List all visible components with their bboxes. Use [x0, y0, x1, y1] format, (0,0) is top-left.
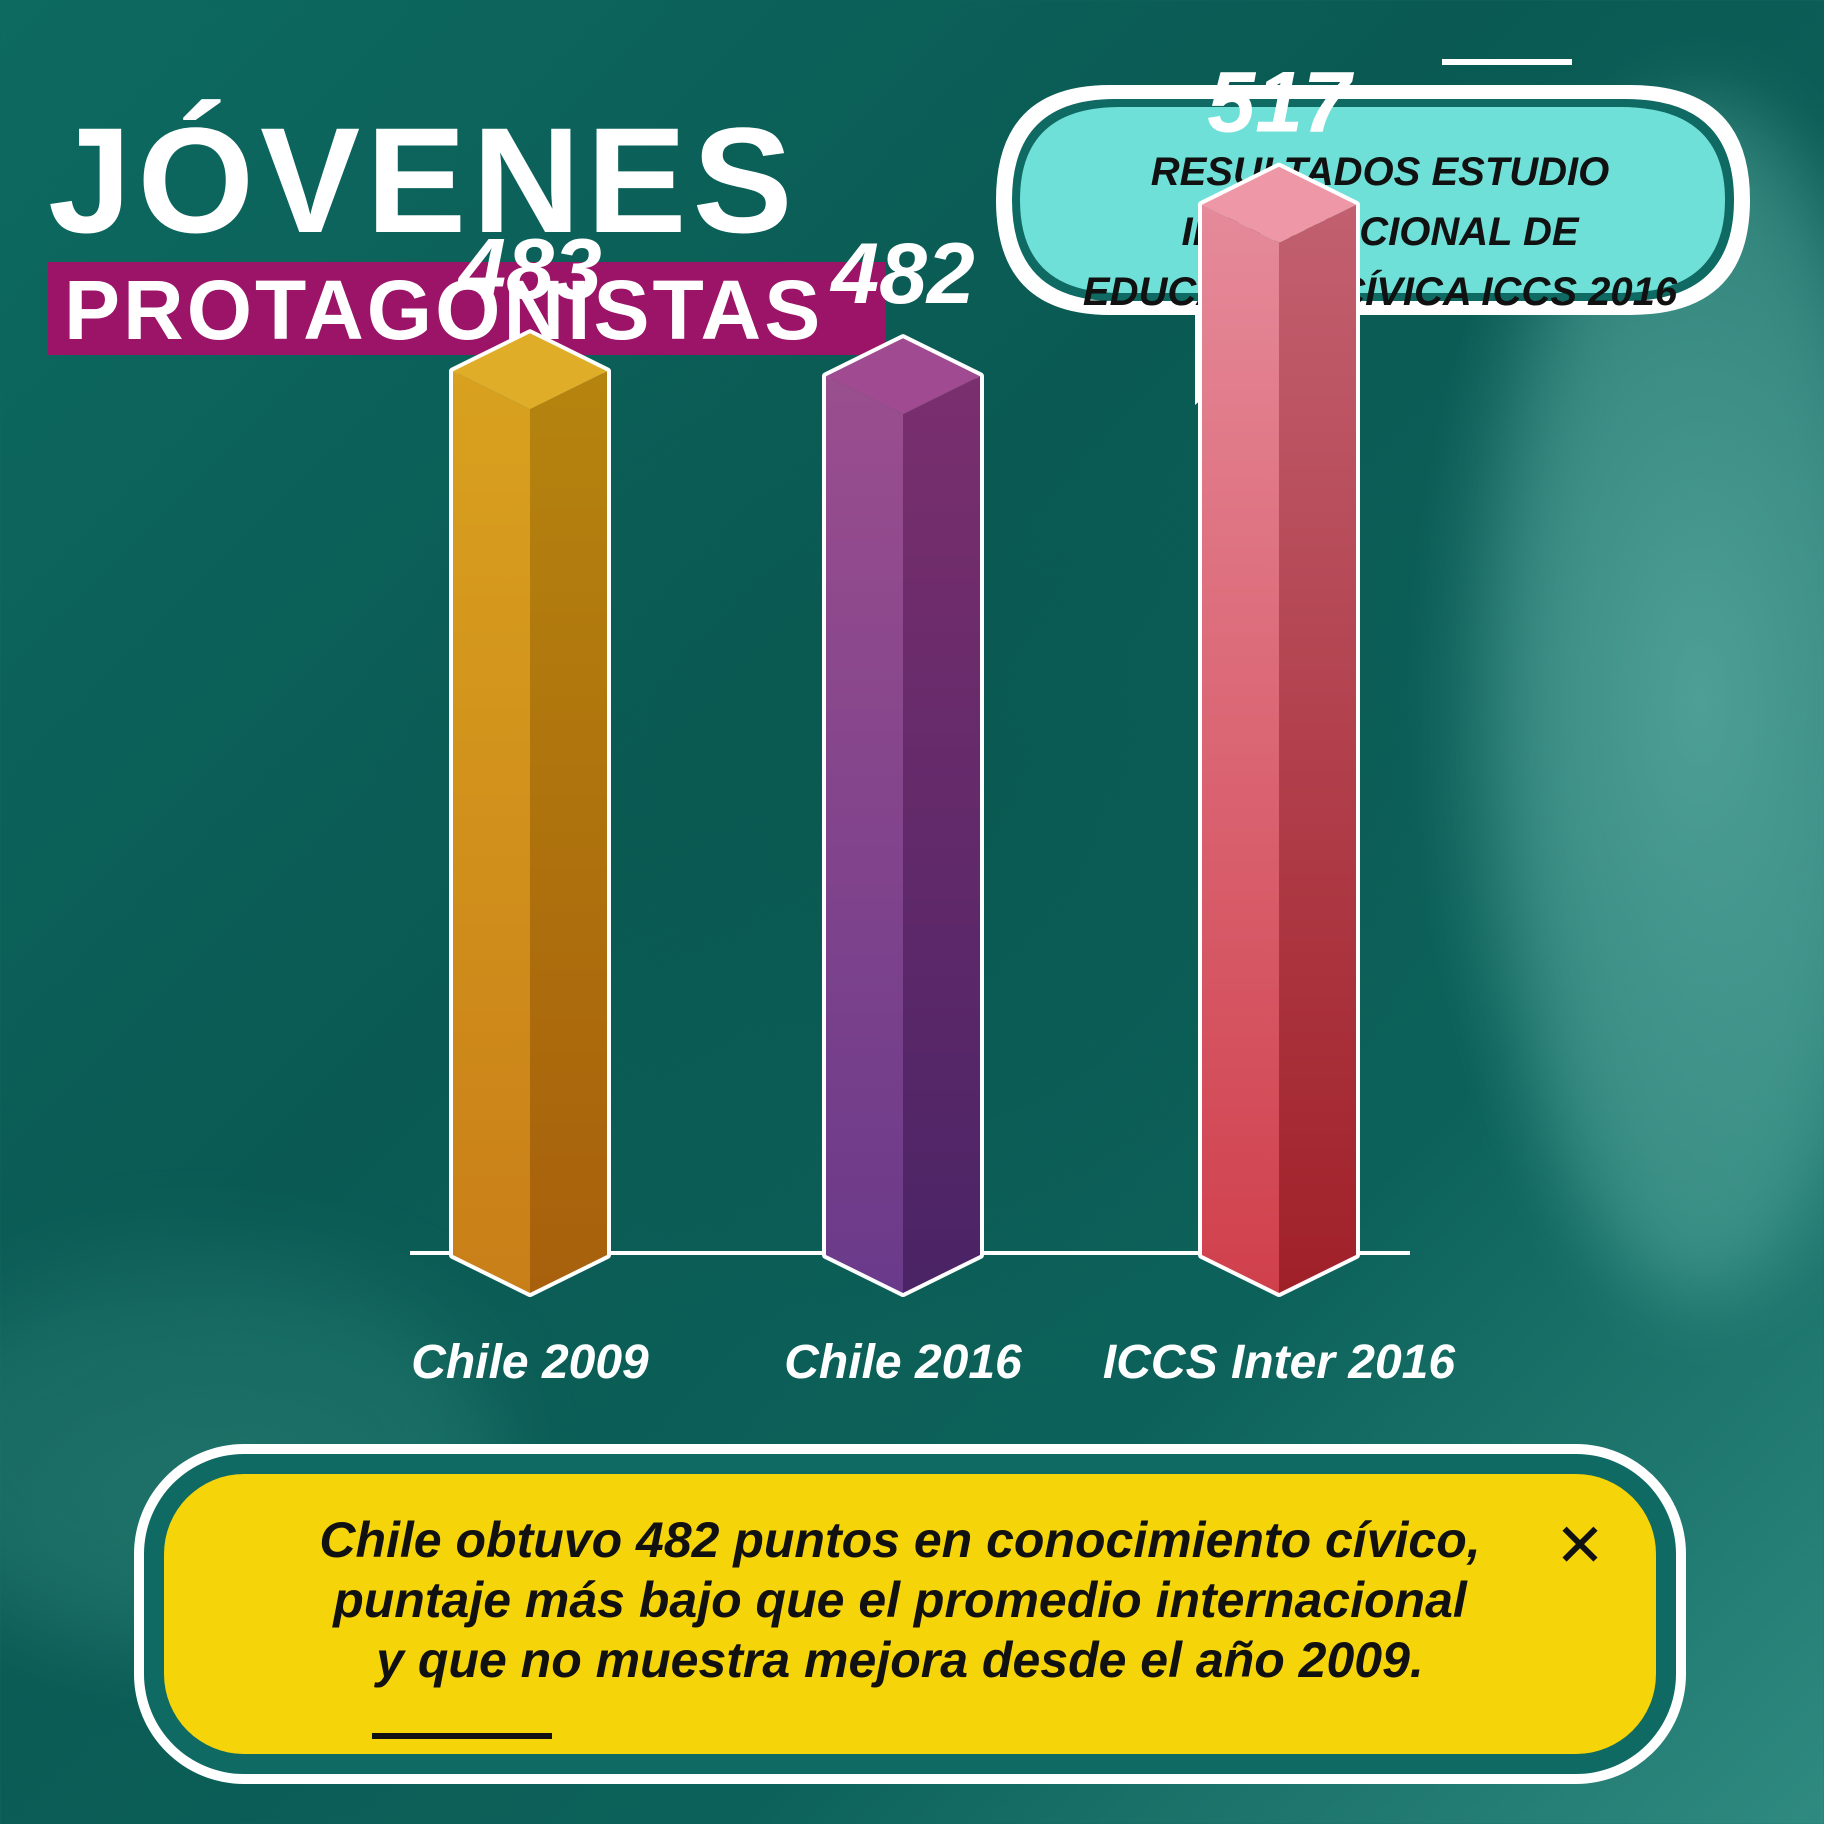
note-line: puntaje más bajo que el promedio interna…	[333, 1572, 1467, 1628]
data-label: 517	[1207, 55, 1355, 151]
bar-top	[453, 333, 607, 410]
bar-chart: 483 Chile 2009 482 Chile 2016 517 ICCS Inter …	[411, 55, 1455, 1389]
bar-top	[1202, 166, 1356, 243]
note-line: Chile obtuvo 482 puntos en conocimiento …	[319, 1512, 1481, 1568]
category-label: Chile 2009	[411, 1336, 649, 1389]
note-box	[134, 1444, 1686, 1784]
page-subtitle: PROTAGONISTAS	[64, 263, 824, 357]
note-underline	[372, 1733, 552, 1739]
category-label: Chile 2016	[784, 1336, 1022, 1389]
note-text: Chile obtuvo 482 puntos en conocimiento …	[250, 1510, 1550, 1690]
bar-side	[1279, 204, 1356, 1294]
bar-side	[530, 371, 607, 1293]
bar	[453, 371, 530, 1293]
bar-side	[903, 376, 980, 1293]
data-label: 482	[829, 226, 975, 322]
subtitle-banner	[48, 262, 886, 355]
bar	[1202, 204, 1279, 1294]
close-icon[interactable]: ✕	[1554, 1511, 1606, 1581]
category-label: ICCS Inter 2016	[1103, 1336, 1455, 1389]
bubble-line: EDUCACIÓN CÍVICA ICCS 2016	[1082, 270, 1678, 314]
bar-top	[826, 338, 980, 415]
data-label: 483	[456, 221, 602, 317]
bar	[826, 376, 903, 1293]
page-title: JÓVENES	[48, 96, 799, 264]
speech-bubble	[996, 59, 1750, 405]
note-line: y que no muestra mejora desde el año 200…	[376, 1632, 1424, 1688]
bubble-line: RESULTADOS ESTUDIO	[1150, 150, 1610, 194]
